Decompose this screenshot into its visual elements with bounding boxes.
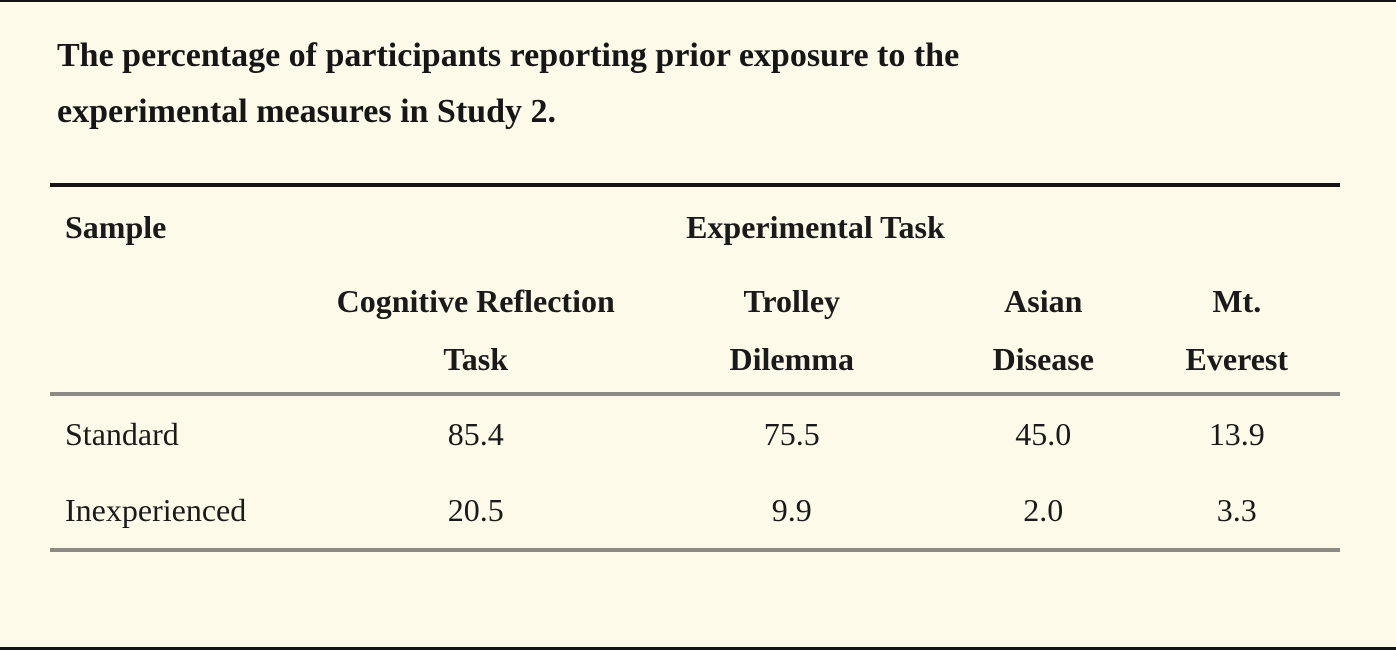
column-header-line: Cognitive Reflection	[336, 282, 615, 319]
table-row-standard: Standard 85.4 75.5 45.0 13.9	[50, 396, 1340, 472]
column-header-line: Dilemma	[729, 340, 854, 377]
table-column-header-row: Cognitive Reflection Task Trolley Dilemm…	[50, 267, 1340, 392]
column-header-line: Disease	[992, 340, 1094, 377]
column-header-line: Trolley	[743, 282, 841, 319]
table-caption: The percentage of participants reporting…	[57, 28, 1237, 140]
results-table: Sample Experimental Task Cognitive Refle…	[50, 183, 1340, 552]
table-row-inexperienced: Inexperienced 20.5 9.9 2.0 3.3	[50, 472, 1340, 548]
column-header-line: Asian	[1004, 282, 1083, 319]
row-label: Inexperienced	[65, 491, 247, 528]
column-header-mt-everest: Mt. Everest	[1134, 272, 1340, 388]
column-header-line: Everest	[1185, 340, 1289, 377]
table-caption-line-1: The percentage of participants reporting…	[57, 37, 960, 74]
cell-standard-trolley: 75.5	[763, 415, 820, 452]
table-bottom-rule	[50, 548, 1340, 552]
column-header-cognitive-reflection-task: Cognitive Reflection Task	[321, 272, 631, 388]
table-caption-line-2: experimental measures in Study 2.	[57, 93, 556, 130]
column-header-line: Mt.	[1212, 282, 1262, 319]
cell-standard-crt: 85.4	[447, 415, 504, 452]
cell-standard-everest: 13.9	[1208, 415, 1265, 452]
cell-inexperienced-trolley: 9.9	[771, 491, 812, 528]
row-label: Standard	[65, 415, 179, 452]
column-header-sample: Sample	[65, 208, 167, 245]
cell-inexperienced-asian-disease: 2.0	[1023, 491, 1064, 528]
column-header-line: Task	[443, 340, 509, 377]
column-group-header-experimental-task: Experimental Task	[686, 208, 945, 245]
table-spanner-row: Sample Experimental Task	[50, 187, 1340, 267]
table-top-rule	[50, 183, 1340, 187]
table-header-rule	[50, 392, 1340, 396]
column-header-trolley-dilemma: Trolley Dilemma	[630, 272, 953, 388]
cell-standard-asian-disease: 45.0	[1015, 415, 1072, 452]
cell-inexperienced-everest: 3.3	[1216, 491, 1257, 528]
cell-inexperienced-crt: 20.5	[447, 491, 504, 528]
column-header-asian-disease: Asian Disease	[953, 272, 1134, 388]
